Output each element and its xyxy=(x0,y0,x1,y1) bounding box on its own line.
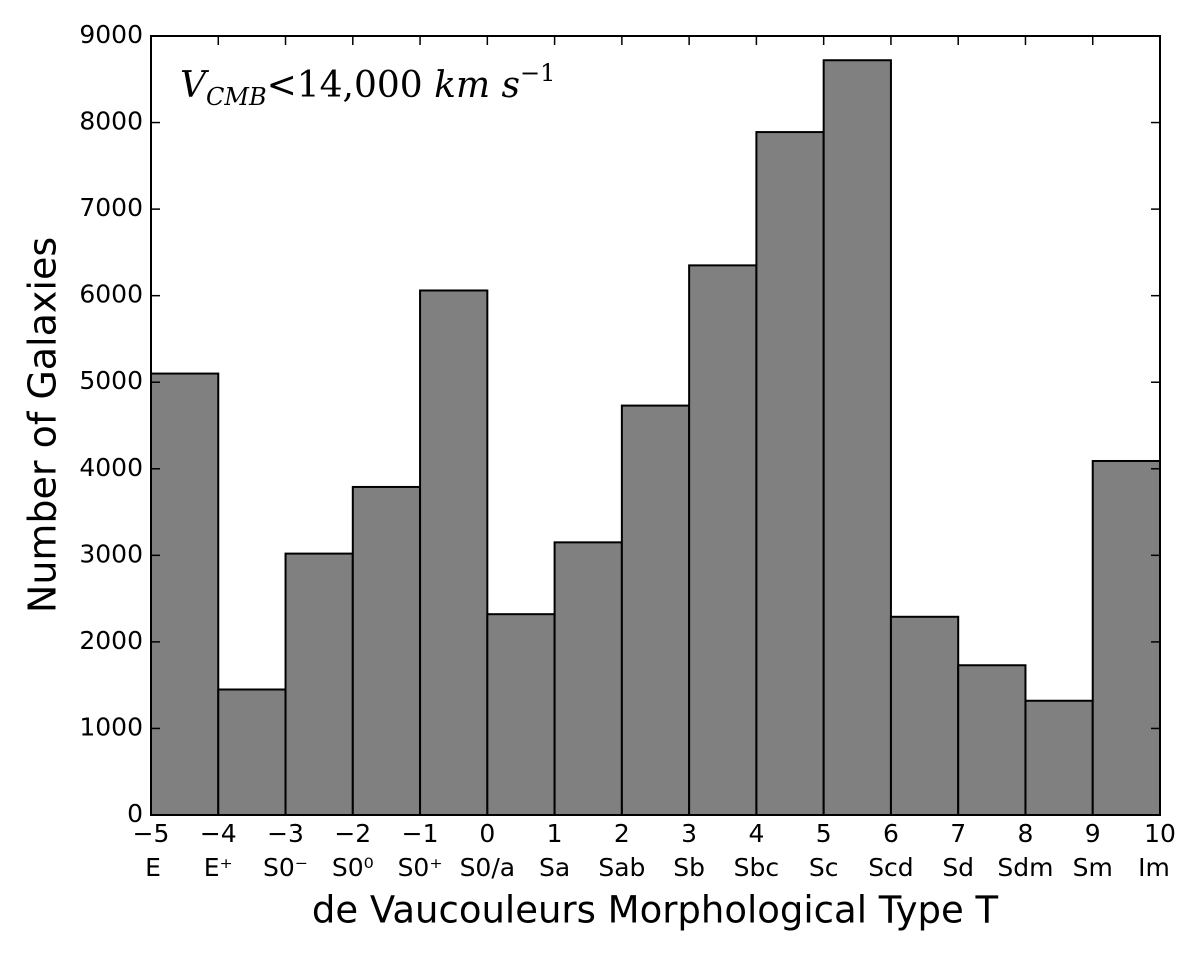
type-label: S0/a xyxy=(460,853,516,882)
type-label: Scd xyxy=(868,853,913,882)
bar xyxy=(150,372,220,816)
bar xyxy=(419,289,489,816)
y-tick-label: 6000 xyxy=(79,280,143,309)
x-tick-label: 10 xyxy=(1144,819,1176,848)
plot-frame xyxy=(150,35,1161,816)
bar xyxy=(553,541,623,816)
x-tick-label: −1 xyxy=(402,819,439,848)
bar xyxy=(1091,459,1161,816)
type-label: S0⁰ xyxy=(332,853,374,882)
y-tick-label: 2000 xyxy=(79,626,143,655)
type-label: Sdm xyxy=(997,853,1053,882)
x-tick-label: −4 xyxy=(200,819,237,848)
annotation-part: CMB xyxy=(206,83,267,111)
y-tick-label: 1000 xyxy=(79,712,143,741)
type-label: Sb xyxy=(673,853,705,882)
y-tick-label: 8000 xyxy=(79,107,143,136)
type-label: S0⁺ xyxy=(398,853,443,882)
x-tick-label: −2 xyxy=(334,819,371,848)
x-tick-label: 9 xyxy=(1085,819,1101,848)
x-tick-label: 2 xyxy=(614,819,630,848)
type-label: Sc xyxy=(809,853,839,882)
annotation-part: <14,000 xyxy=(267,65,435,106)
x-axis-label: de Vaucouleurs Morphological Type T xyxy=(312,889,999,932)
annotation-part: V xyxy=(180,65,210,106)
bar xyxy=(1024,699,1094,816)
bar xyxy=(822,59,892,817)
annotation: VCMB<14,000 km s−1 xyxy=(180,59,555,111)
type-label: S0⁻ xyxy=(263,853,308,882)
bar xyxy=(284,552,354,816)
bar xyxy=(889,615,960,816)
bar xyxy=(620,404,691,816)
bar xyxy=(957,664,1027,817)
type-label: Im xyxy=(1138,853,1170,882)
y-tick-label: 7000 xyxy=(79,193,143,222)
type-label: Sbc xyxy=(734,853,779,882)
y-axis-label: Number of Galaxies xyxy=(21,237,65,613)
x-tick-label: 5 xyxy=(816,819,832,848)
y-tick-label: 4000 xyxy=(79,453,143,482)
bar xyxy=(351,485,422,816)
annotation-part: km s xyxy=(434,65,520,106)
bar xyxy=(755,131,825,816)
x-tick-label: 7 xyxy=(950,819,966,848)
x-tick-label: 8 xyxy=(1018,819,1034,848)
x-tick-label: 3 xyxy=(681,819,697,848)
type-label: E⁺ xyxy=(204,853,233,882)
bar xyxy=(688,264,758,817)
bar xyxy=(486,613,556,816)
x-tick-label: −5 xyxy=(133,819,170,848)
x-tick-label: 1 xyxy=(547,819,563,848)
x-tick-label: 0 xyxy=(479,819,495,848)
type-label: Sab xyxy=(598,853,645,882)
annotation-part: −1 xyxy=(520,59,555,87)
type-label: Sa xyxy=(539,853,570,882)
bar xyxy=(217,688,287,816)
type-label: Sd xyxy=(942,853,974,882)
y-tick-label: 5000 xyxy=(79,366,143,395)
type-label: Sm xyxy=(1073,853,1113,882)
x-tick-label: −3 xyxy=(267,819,304,848)
type-label: E xyxy=(145,853,161,882)
x-tick-label: 6 xyxy=(883,819,899,848)
x-tick-label: 4 xyxy=(748,819,764,848)
y-tick-label: 0 xyxy=(127,799,143,828)
y-tick-label: 9000 xyxy=(79,20,143,49)
y-tick-label: 3000 xyxy=(79,539,143,568)
